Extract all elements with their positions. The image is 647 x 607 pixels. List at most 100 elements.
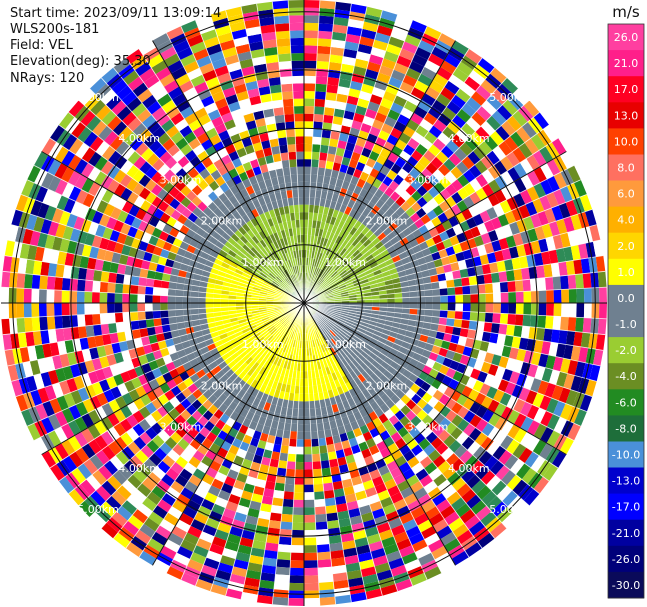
ppi-cell [228,401,238,411]
ppi-cell [146,326,156,337]
ppi-cell [321,272,328,280]
ppi-cell [304,582,320,591]
ppi-cell [319,319,326,326]
ppi-cell [333,307,342,311]
ppi-cell [278,414,287,423]
ppi-cell [370,381,380,392]
ppi-cell [221,261,230,270]
ppi-cell [205,467,218,479]
ppi-cell [96,345,107,358]
ppi-cell [81,244,92,258]
ppi-cell [120,370,131,384]
ppi-cell [484,242,495,254]
ppi-cell [409,308,418,315]
ppi-cell [478,450,493,466]
ppi-cell [366,385,376,395]
ppi-cell [259,310,268,315]
ppi-cell [250,134,261,145]
ppi-cell [222,86,237,98]
ppi-cell [481,100,497,116]
ppi-cell [461,488,477,504]
ppi-cell [31,316,41,332]
ppi-cell [304,477,314,485]
ppi-cell [277,460,288,469]
ppi-cell [194,81,209,94]
ppi-cell [426,260,436,270]
ppi-cell [241,137,253,148]
ppi-cell [151,466,166,480]
ppi-cell [106,216,118,230]
ppi-cell [327,77,340,86]
ppi-cell [330,466,341,476]
ppi-cell [236,504,250,516]
ppi-cell [320,344,326,353]
ppi-cell [282,360,289,369]
ppi-cell [288,330,294,339]
ppi-cell [247,444,258,455]
ppi-cell [37,387,50,404]
ppi-cell [583,303,592,319]
ppi-cell [263,342,271,351]
ppi-cell [229,573,246,585]
ppi-cell [61,303,70,316]
ppi-cell [357,551,373,563]
ppi-cell [137,294,146,303]
ppi-cell [438,248,449,259]
ppi-cell [550,329,561,344]
ppi-cell [489,332,499,344]
ppi-cell [454,212,466,224]
ppi-cell [390,394,401,405]
ppi-cell [274,160,283,170]
ppi-cell [180,143,193,156]
ppi-cell [157,460,171,474]
ppi-cell [425,86,441,100]
ppi-cell [380,249,390,258]
ppi-cell [84,280,94,292]
ppi-cell [223,198,233,209]
ppi-cell [275,429,284,438]
ppi-cell [283,270,289,278]
ppi-cell [543,124,559,143]
ppi-cell [516,348,527,362]
ppi-cell [113,422,127,437]
ray-gap [303,302,540,495]
ppi-cell [523,100,540,118]
ppi-cell [264,480,276,490]
ppi-cell [392,356,403,365]
ppi-cell [165,258,175,268]
ppi-cell [372,39,389,51]
ppi-cell [456,232,467,244]
ppi-cell [304,75,316,84]
ppi-cell [274,191,282,201]
ppi-cell [41,172,55,189]
ppi-cell [255,478,267,489]
ppi-cell [499,281,509,293]
ppi-cell [40,261,50,277]
ppi-cell [92,120,107,137]
ppi-cell [54,426,68,444]
ppi-cell [245,252,254,261]
ppi-cell [249,95,262,106]
ppi-cell [262,147,273,157]
ppi-cell [138,174,151,188]
ppi-cell [22,361,34,378]
ppi-cell [217,522,232,534]
ppi-cell [266,244,274,253]
ppi-cell [63,198,76,214]
ppi-cell [234,344,243,352]
ppi-cell [522,314,531,327]
ray-gap [101,302,305,529]
ppi-cell [285,182,293,191]
ppi-cell [219,266,228,274]
ppi-cell [258,366,267,376]
ppi-cell [546,430,561,447]
ppi-cell [176,47,194,60]
ppi-cell [192,144,205,156]
ray-gap [7,302,305,367]
ppi-cell [533,407,547,424]
ppi-cell [420,426,433,439]
ppi-cell [215,227,226,237]
ppi-cell [281,335,287,344]
ppi-cell [296,439,304,447]
ppi-cell [409,20,428,34]
